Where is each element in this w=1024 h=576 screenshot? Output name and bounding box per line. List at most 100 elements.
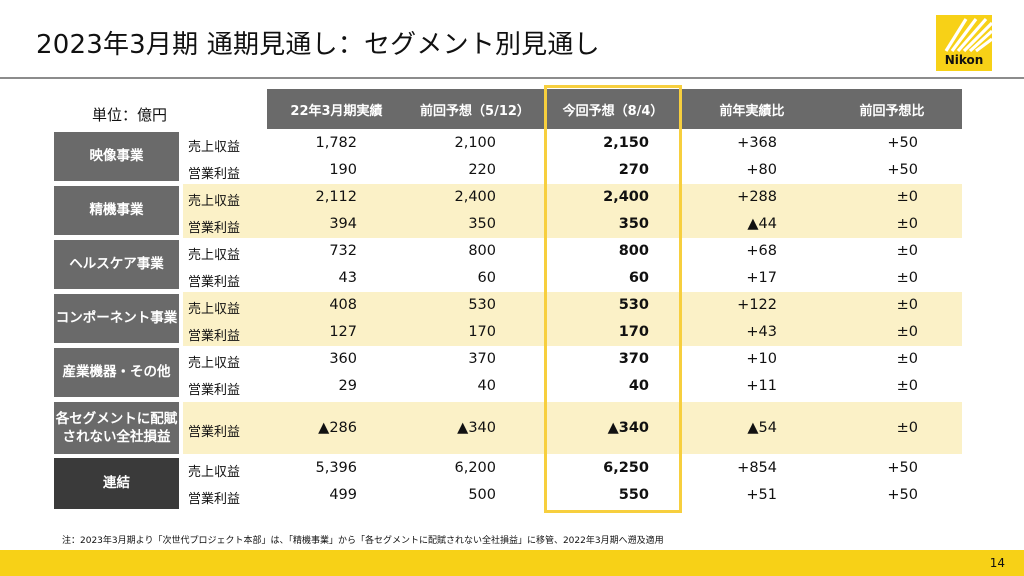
cell-previous-forecast: 170 [468,324,496,340]
cell-vs-previous: ±0 [896,324,918,340]
row-label: 売上収益 [188,465,241,480]
segment-label: 各セグメントに配賦 されない全社損益 [54,402,179,454]
cell-yoy: +51 [746,487,777,503]
cell-vs-previous: ±0 [896,420,918,436]
cell-previous-forecast: 370 [468,351,496,367]
col-header-vs-previous: 前回予想比 [822,89,962,129]
segment-label-consolidated: 連結 [54,458,179,509]
cell-yoy: +288 [737,189,777,205]
nikon-logo: Nikon [936,15,992,71]
row-band [183,346,962,400]
cell-current-forecast: ▲340 [607,420,649,436]
cell-vs-previous: ±0 [896,270,918,286]
row-label: 営業利益 [188,167,241,182]
cell-fy22-actual: 1,782 [315,135,357,151]
logo-rays-icon [944,17,992,53]
cell-current-forecast: 530 [618,297,649,313]
row-band [183,130,962,184]
cell-vs-previous: ±0 [896,351,918,367]
cell-yoy: +122 [737,297,777,313]
segment-label: 産業機器・その他 [54,348,179,397]
cell-vs-previous: +50 [887,487,918,503]
cell-yoy: +11 [746,378,777,394]
row-band [183,402,962,454]
cell-previous-forecast: 6,200 [454,460,496,476]
cell-yoy: ▲44 [747,216,777,232]
row-label: 営業利益 [188,383,241,398]
page-number: 14 [989,556,1005,570]
cell-previous-forecast: 530 [468,297,496,313]
row-band [183,292,962,346]
segment-label: ヘルスケア事業 [54,240,179,289]
cell-current-forecast: 800 [618,243,649,259]
cell-current-forecast: 60 [628,270,649,286]
cell-previous-forecast: 40 [477,378,496,394]
cell-previous-forecast: 220 [468,162,496,178]
cell-yoy: +17 [746,270,777,286]
row-band [183,238,962,292]
cell-fy22-actual: 2,112 [315,189,357,205]
current-forecast-highlight [544,85,682,513]
footer-bar [0,550,1024,576]
row-label: 売上収益 [188,356,241,371]
cell-vs-previous: ±0 [896,297,918,313]
cell-previous-forecast: 2,400 [454,189,496,205]
cell-vs-previous: ±0 [896,243,918,259]
cell-current-forecast: 2,400 [603,189,649,205]
title-divider [0,77,1024,79]
cell-previous-forecast: 350 [468,216,496,232]
cell-fy22-actual: 5,396 [315,460,357,476]
cell-current-forecast: 270 [618,162,649,178]
row-label: 営業利益 [188,275,241,290]
cell-vs-previous: +50 [887,135,918,151]
row-label: 営業利益 [188,221,241,236]
col-header-previous-forecast: 前回予想（5/12） [406,89,544,129]
cell-current-forecast: 2,150 [603,135,649,151]
segment-label: 精機事業 [54,186,179,235]
row-label: 売上収益 [188,140,241,155]
cell-current-forecast: 40 [628,378,649,394]
logo-wordmark: Nikon [944,53,984,67]
cell-current-forecast: 170 [618,324,649,340]
col-header-yoy: 前年実績比 [682,89,822,129]
cell-yoy: +10 [746,351,777,367]
cell-previous-forecast: 800 [468,243,496,259]
segment-label-line: されない全社損益 [62,429,171,445]
cell-yoy: +68 [746,243,777,259]
unit-label: 単位：億円 [92,106,168,124]
cell-fy22-actual: ▲286 [318,420,357,436]
row-label: 売上収益 [188,194,241,209]
cell-yoy: +368 [737,135,777,151]
row-label: 売上収益 [188,248,241,263]
cell-vs-previous: +50 [887,460,918,476]
cell-yoy: +43 [746,324,777,340]
row-band [183,456,962,510]
cell-previous-forecast: 60 [477,270,496,286]
cell-fy22-actual: 408 [329,297,357,313]
segment-label: 映像事業 [54,132,179,181]
cell-previous-forecast: 2,100 [454,135,496,151]
cell-yoy: +854 [737,460,777,476]
row-label: 営業利益 [188,492,241,507]
cell-previous-forecast: 500 [468,487,496,503]
col-header-current-forecast: 今回予想（8/4） [544,89,682,129]
cell-fy22-actual: 29 [338,378,357,394]
cell-fy22-actual: 732 [329,243,357,259]
segment-label: コンポーネント事業 [54,294,179,343]
footnote: 注：2023年3月期より「次世代プロジェクト本部」は、「精機事業」から「各セグメ… [62,536,664,546]
cell-current-forecast: 370 [618,351,649,367]
segment-label-line: 各セグメントに配賦 [55,410,178,427]
cell-vs-previous: +50 [887,162,918,178]
cell-previous-forecast: ▲340 [457,420,496,436]
cell-fy22-actual: 499 [329,487,357,503]
row-label: 売上収益 [188,302,241,317]
cell-vs-previous: ±0 [896,216,918,232]
cell-fy22-actual: 190 [329,162,357,178]
cell-yoy: +80 [746,162,777,178]
row-label: 営業利益 [188,425,241,440]
row-label: 営業利益 [188,329,241,344]
cell-fy22-actual: 360 [329,351,357,367]
cell-current-forecast: 550 [618,487,649,503]
page-title: 2023年3月期 通期見通し：セグメント別見通し [36,30,600,60]
cell-yoy: ▲54 [747,420,777,436]
